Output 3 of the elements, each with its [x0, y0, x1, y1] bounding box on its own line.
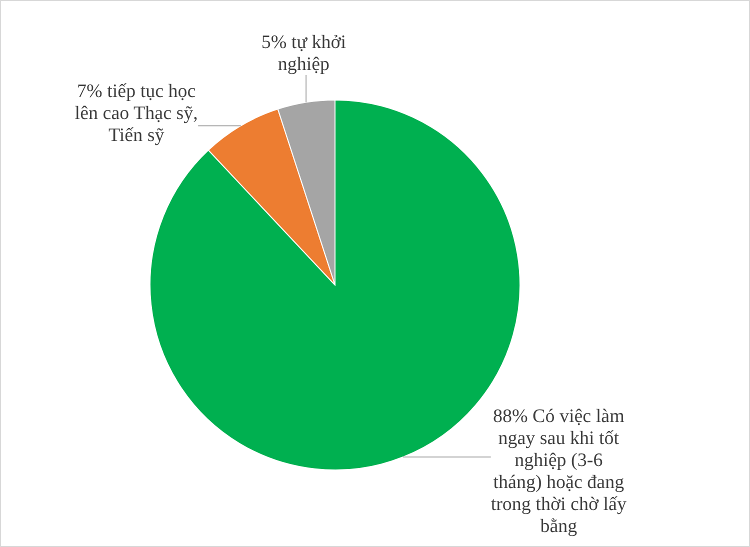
- slice-label: 7% tiếp tục học lên cao Thạc sỹ, Tiến sỹ: [74, 81, 198, 146]
- slice-label: 5% tự khởi nghiệp: [261, 32, 346, 76]
- slice-label: 88% Có việc làm ngay sau khi tốt nghiệp (3-6 tháng) hoặc đang trong thời chờ lấy bằng: [490, 406, 627, 538]
